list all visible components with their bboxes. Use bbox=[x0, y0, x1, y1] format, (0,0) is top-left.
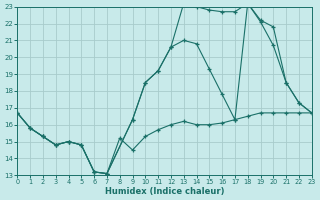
X-axis label: Humidex (Indice chaleur): Humidex (Indice chaleur) bbox=[105, 187, 224, 196]
